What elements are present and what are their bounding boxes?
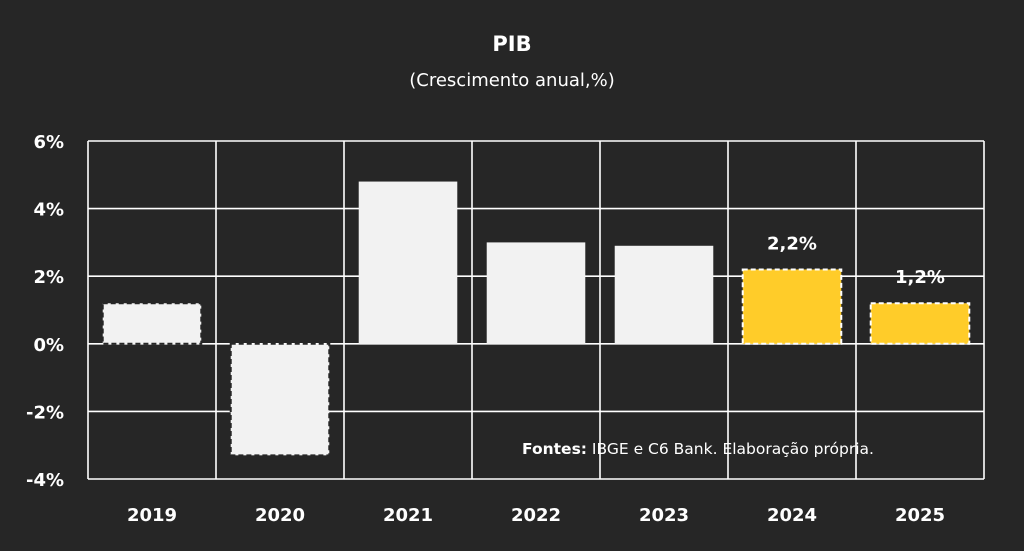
x-tick-label-2023: 2023 (639, 505, 689, 526)
y-tick-label: 4% (33, 200, 64, 221)
chart-subtitle: (Crescimento anual,%) (409, 70, 615, 91)
y-tick-label: 0% (33, 335, 64, 356)
footnote-label: Fontes: (522, 440, 587, 458)
y-axis: 6% 4% 2% 0% -2% -4% (26, 132, 64, 491)
y-tick-label: 6% (33, 132, 64, 153)
gridlines (87, 140, 985, 480)
x-axis: 2019 2020 2021 2022 2023 2024 2025 (127, 505, 945, 526)
bar-2023 (614, 245, 714, 344)
bar-2019 (101, 302, 203, 345)
footnote-text: IBGE e C6 Bank. Elaboração própria. (587, 440, 874, 458)
x-tick-label-2024: 2024 (767, 505, 817, 526)
data-label-2025: 1,2% (895, 267, 945, 288)
data-label-2024: 2,2% (767, 233, 817, 254)
bar-2020 (229, 342, 331, 457)
x-tick-label-2025: 2025 (895, 505, 945, 526)
bar-2024 (741, 268, 843, 345)
x-tick-label-2022: 2022 (511, 505, 561, 526)
data-labels: 2,2% 1,2% (767, 233, 945, 288)
y-tick-label: 2% (33, 267, 64, 288)
bars (101, 181, 971, 457)
bar-2021 (358, 181, 458, 344)
bar-2025 (869, 302, 971, 345)
x-tick-label-2021: 2021 (383, 505, 433, 526)
x-tick-label-2020: 2020 (255, 505, 305, 526)
y-tick-label: -4% (26, 470, 64, 491)
x-tick-label-2019: 2019 (127, 505, 177, 526)
source-footnote: Fontes: IBGE e C6 Bank. Elaboração própr… (522, 440, 874, 458)
chart-title: PIB (492, 32, 532, 56)
bar-2022 (486, 242, 586, 344)
y-tick-label: -2% (26, 402, 64, 423)
